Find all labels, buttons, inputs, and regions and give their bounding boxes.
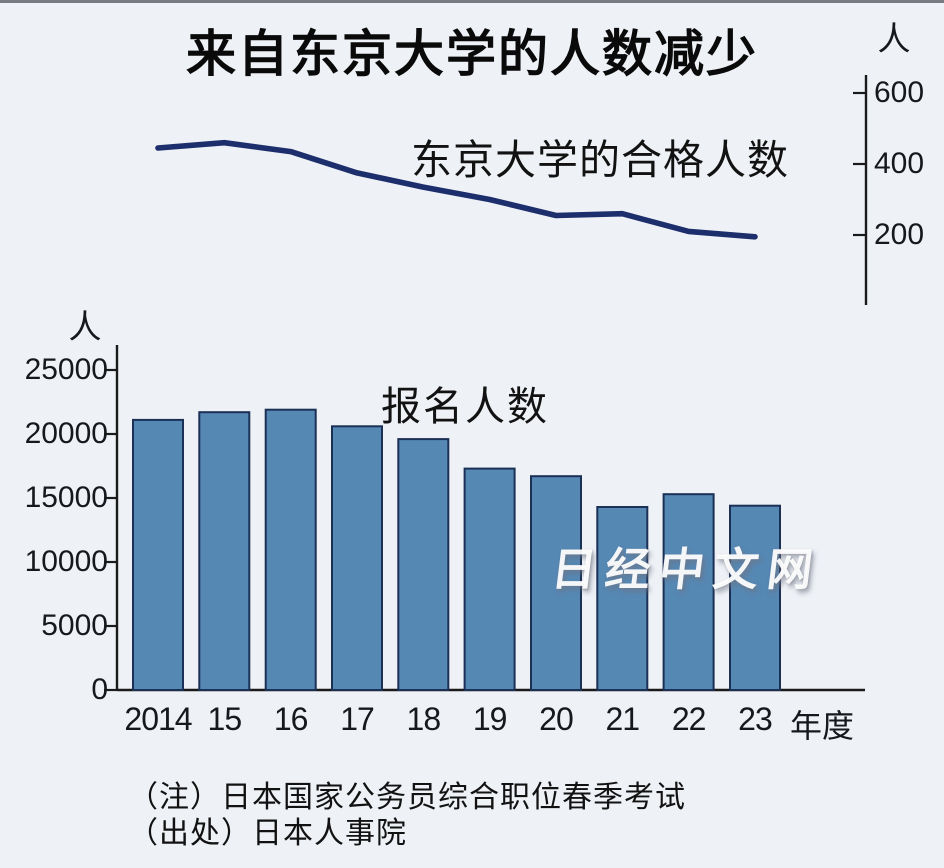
bar-chart-ytick-label: 10000 bbox=[24, 545, 108, 578]
line-chart-ytick-label: 400 bbox=[874, 147, 925, 180]
x-axis-label-15: 15 bbox=[207, 701, 243, 737]
bar-chart-unit-label: 人 bbox=[68, 308, 102, 345]
bar-chart-ytick-label: 15000 bbox=[24, 481, 108, 514]
x-axis-label-17: 17 bbox=[340, 701, 375, 737]
x-axis-label-20: 20 bbox=[539, 701, 574, 737]
line-chart-unit-label: 人 bbox=[877, 20, 911, 57]
page-title: 来自东京大学的人数减少 bbox=[186, 26, 758, 82]
bar-applicants-22 bbox=[662, 493, 715, 692]
bar-applicants-16 bbox=[264, 408, 317, 691]
watermark: 日经中文网 bbox=[548, 544, 825, 595]
bar-applicants-15 bbox=[198, 411, 251, 691]
bar-applicants-17 bbox=[331, 425, 383, 691]
bar-applicants-23 bbox=[729, 504, 781, 692]
bar-applicants-18 bbox=[397, 438, 450, 691]
bar-applicants-20 bbox=[530, 475, 582, 692]
x-axis-label-22: 22 bbox=[671, 701, 707, 737]
line-series-passers bbox=[155, 139, 758, 240]
bar-series-label: 报名人数 bbox=[381, 385, 549, 429]
bar-chart-ytick-label: 0 bbox=[91, 673, 108, 706]
top-edge-line bbox=[0, 0, 944, 3]
x-axis-label-21: 21 bbox=[605, 701, 641, 737]
x-axis-unit-label: 年度 bbox=[790, 708, 855, 744]
bar-chart-ytick-label: 25000 bbox=[24, 353, 108, 386]
bar-applicants-19 bbox=[463, 467, 516, 691]
x-axis-label-18: 18 bbox=[406, 701, 442, 737]
line-series-label: 东京大学的合格人数 bbox=[411, 137, 789, 183]
x-axis-label-19: 19 bbox=[472, 701, 508, 737]
x-axis-label-16: 16 bbox=[273, 701, 309, 737]
bar-applicants-2014 bbox=[132, 418, 184, 691]
line-chart-ytick-label: 200 bbox=[874, 218, 925, 251]
bar-chart-ytick-label: 5000 bbox=[41, 609, 108, 642]
bar-applicants-21 bbox=[596, 506, 649, 691]
x-axis-label-23: 23 bbox=[738, 701, 773, 737]
x-axis-label-2014: 2014 bbox=[124, 701, 192, 737]
note-origin-line: （出处）日本人事院 bbox=[128, 817, 407, 850]
note-source-line: （注）日本国家公务员综合职位春季考试 bbox=[128, 781, 686, 814]
line-chart-ytick-label: 600 bbox=[874, 76, 925, 109]
bar-chart-ytick-label: 20000 bbox=[24, 417, 108, 450]
